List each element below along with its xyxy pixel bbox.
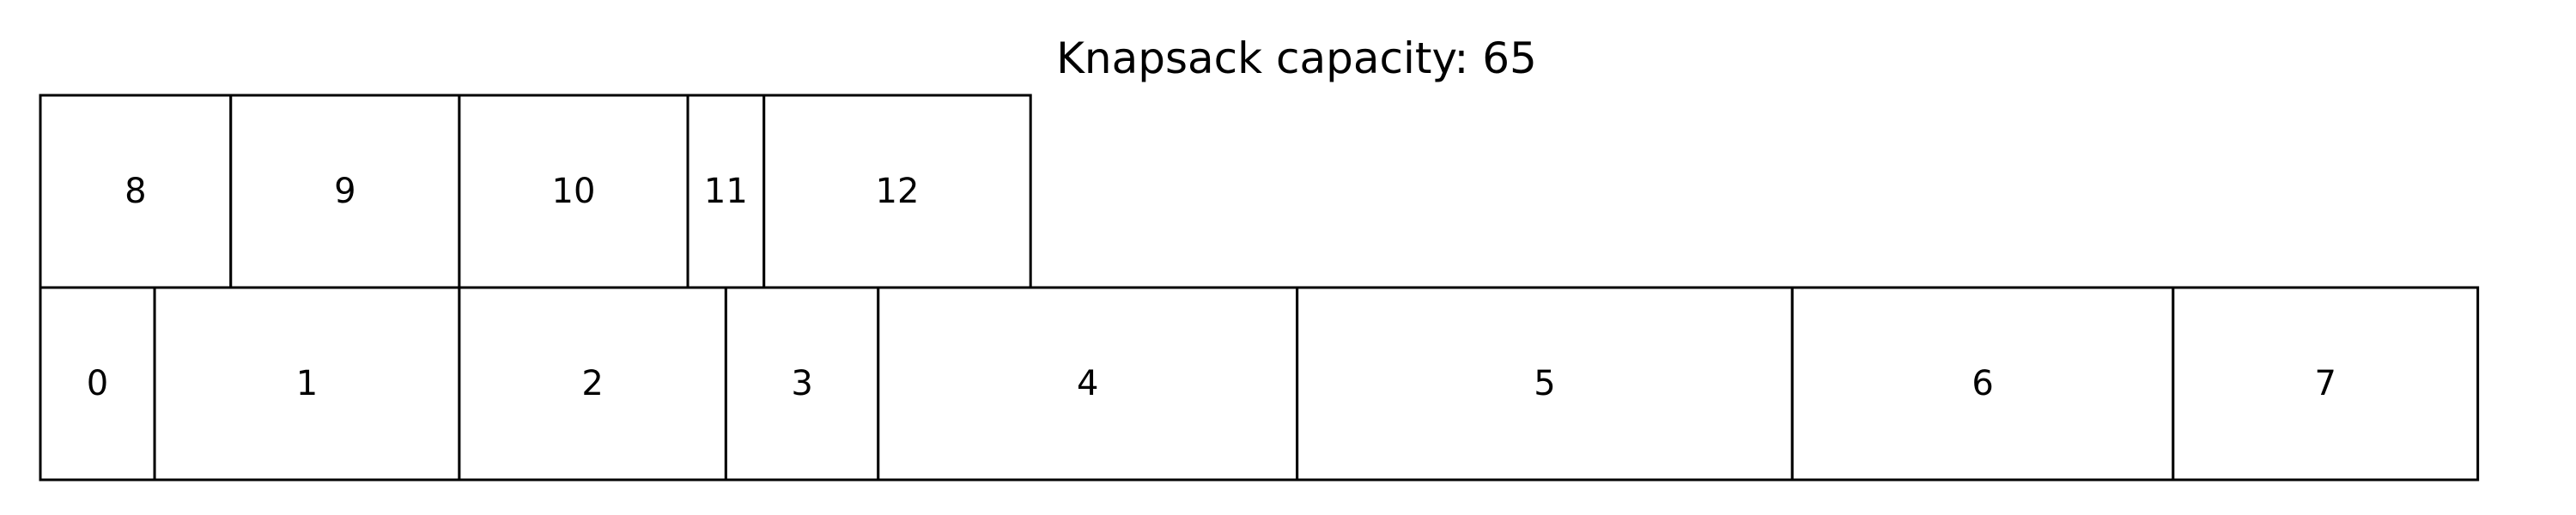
item-label-10: 10 [552, 172, 596, 211]
item-label-8: 8 [125, 172, 146, 211]
item-box-6 [1790, 286, 2175, 482]
diagram-title: Knapsack capacity: 65 [1056, 33, 1537, 83]
item-box-8 [39, 94, 233, 289]
item-label-5: 5 [1534, 364, 1555, 403]
item-box-11 [686, 94, 766, 289]
item-box-1 [153, 286, 461, 482]
item-label-12: 12 [876, 172, 920, 211]
item-row-top: 8 9 10 11 12 [39, 94, 1032, 289]
item-box-3 [724, 286, 880, 482]
item-rows: 0 1 2 3 4 5 6 78 9 10 11 12 [39, 94, 2480, 482]
item-label-6: 6 [1971, 364, 1993, 403]
item-label-1: 1 [296, 364, 318, 403]
item-box-5 [1296, 286, 1794, 482]
item-label-9: 9 [334, 172, 355, 211]
item-label-2: 2 [581, 364, 603, 403]
item-box-9 [229, 94, 461, 289]
item-label-3: 3 [791, 364, 812, 403]
item-label-0: 0 [87, 364, 108, 403]
item-label-4: 4 [1077, 364, 1098, 403]
item-box-0 [39, 286, 156, 482]
item-box-12 [762, 94, 1032, 289]
item-label-7: 7 [2315, 364, 2336, 403]
item-box-7 [2172, 286, 2480, 482]
item-label-11: 11 [704, 172, 748, 211]
item-row-bottom: 0 1 2 3 4 5 6 7 [39, 286, 2480, 482]
item-box-4 [877, 286, 1299, 482]
